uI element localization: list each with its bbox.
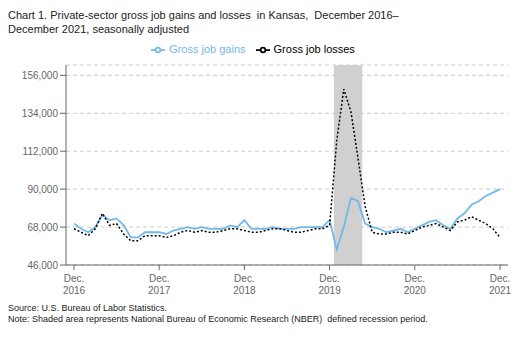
html-text:Gross job gains: Gross job gains xyxy=(169,42,246,55)
html-text:Gross job losses: Gross job losses xyxy=(273,42,355,55)
svg-text:Dec.2020: Dec.2020 xyxy=(404,273,427,296)
svg-text:Dec.2019: Dec.2019 xyxy=(318,273,341,296)
svg-text:90,000: 90,000 xyxy=(27,183,58,194)
svg-text:Dec.2021: Dec.2021 xyxy=(489,273,512,296)
html-text:Chart 1. Private-sector gross: Chart 1. Private-sector gross job gains … xyxy=(8,9,399,36)
svg-text:68,000: 68,000 xyxy=(27,221,58,232)
svg-text:Dec.2018: Dec.2018 xyxy=(233,273,256,296)
svg-text:134,000: 134,000 xyxy=(22,107,59,118)
svg-text:Dec.2016: Dec.2016 xyxy=(63,273,86,296)
svg-text:Dec.2017: Dec.2017 xyxy=(148,273,171,296)
html-text:Source: U.S. Bureau of Labor S: Source: U.S. Bureau of Labor Statistics.… xyxy=(8,302,428,325)
svg-text:156,000: 156,000 xyxy=(22,69,59,80)
svg-text:112,000: 112,000 xyxy=(23,145,59,156)
svg-text:46,000: 46,000 xyxy=(27,259,58,270)
